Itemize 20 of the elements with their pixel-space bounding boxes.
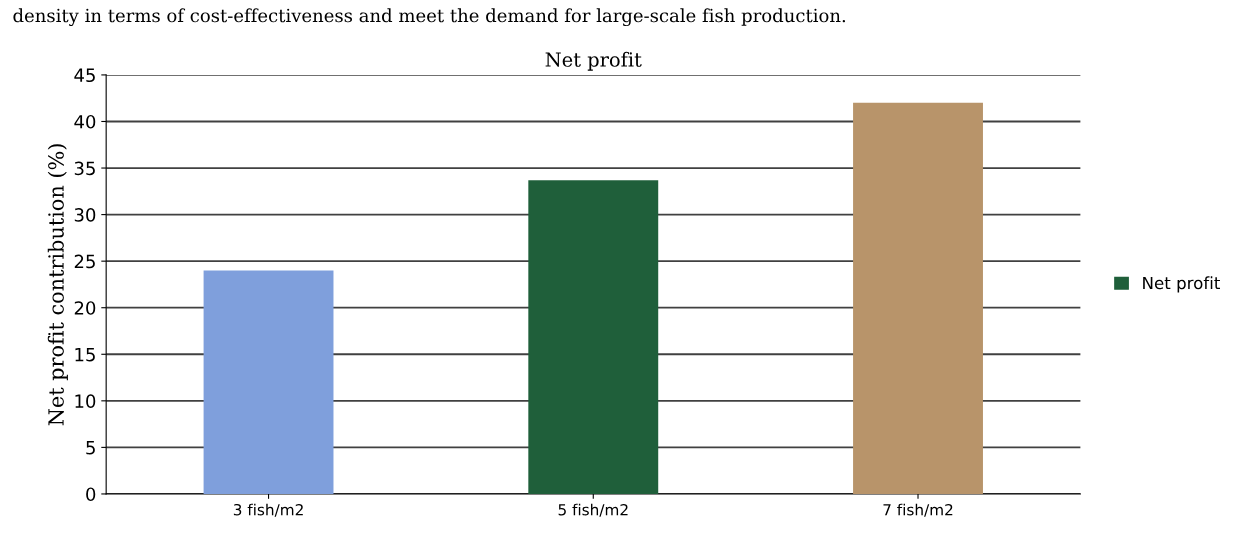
y-tick-label: 10 — [75, 394, 96, 408]
text: density in terms of cost-effectiveness and meet the demand for large-scale fish production. — [13, 8, 846, 27]
y-tick-label: 15 — [75, 347, 95, 362]
y-tick-label: 30 — [74, 208, 96, 222]
chart-title: Net profit — [545, 51, 642, 71]
y-tick-label: 40 — [74, 114, 96, 129]
y-tick-label: 35 — [74, 161, 95, 176]
y-tick-label: 0 — [86, 487, 96, 502]
legend-label: Net profit — [1143, 276, 1220, 293]
y-tick-label: 25 — [74, 254, 95, 269]
y-tick-label: 20 — [74, 301, 96, 315]
y-tick-label: 45 — [74, 68, 95, 83]
y-tick-label: 5 — [86, 441, 95, 455]
x-tick-label: 7 fish/m2 — [883, 503, 953, 517]
x-tick-label: 3 fish/m2 — [233, 503, 303, 517]
x-tick-label: 5 fish/m2 — [558, 503, 628, 517]
bar — [528, 180, 659, 494]
y-axis-title: Net profit contribution (%) — [47, 144, 68, 426]
bar — [853, 102, 983, 494]
bar — [203, 270, 334, 494]
